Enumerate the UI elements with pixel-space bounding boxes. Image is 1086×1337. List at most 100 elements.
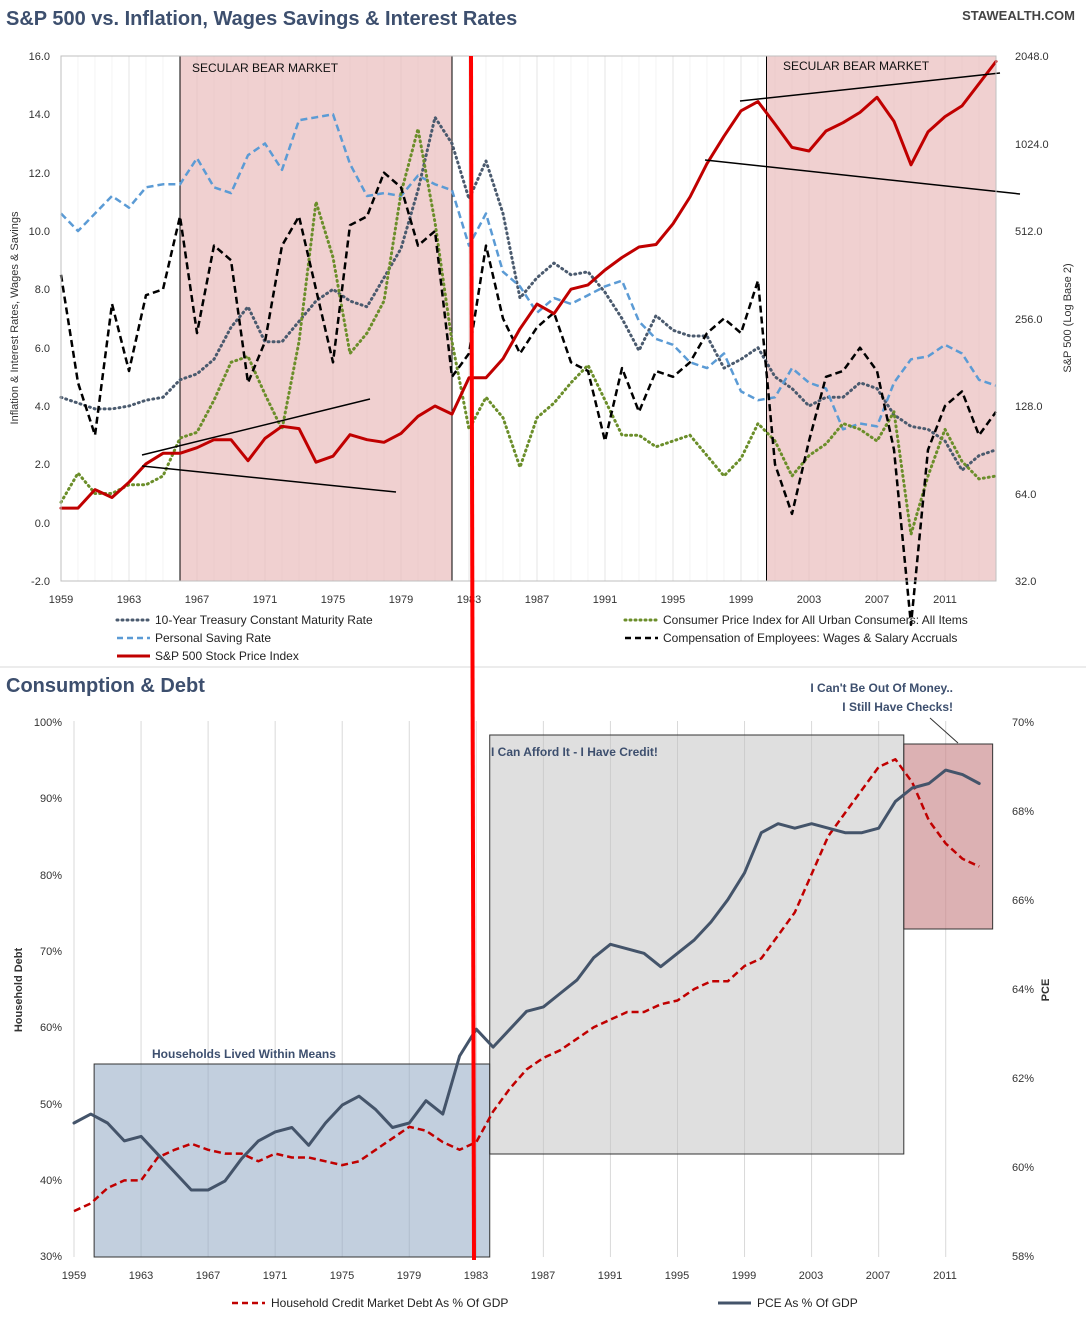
top-left-ytick: 6.0 <box>35 343 50 355</box>
bottom-legend: Household Credit Market Debt As % Of GDP… <box>232 1296 858 1310</box>
bottom-right-ytick: 68% <box>1012 806 1034 818</box>
top-left-ytick: 4.0 <box>35 401 50 413</box>
turning-point-marker-line <box>469 55 476 1261</box>
series-line-compensation-of-employees-wages-salary-accruals <box>59 171 998 627</box>
legend-label-sp500: S&P 500 Stock Price Index <box>155 649 299 663</box>
top-shaded-region-2 <box>766 55 997 582</box>
site-watermark: STAWEALTH.COM <box>962 8 1075 23</box>
top-shaded-region-1 <box>179 55 453 582</box>
top-xtick: 1959 <box>49 594 73 606</box>
bottom-left-y-ticks: 100% 90% 80% 70% 60% 50% 40% 30% <box>34 717 62 1263</box>
series-line-10-year-treasury-constant-maturity-rate <box>59 115 998 472</box>
bottom-right-ytick: 60% <box>1012 1162 1034 1174</box>
bottom-left-ytick: 100% <box>34 717 62 729</box>
legend-label-treasury: 10-Year Treasury Constant Maturity Rate <box>155 613 373 627</box>
top-right-y-ticks: 2048.0 1024.0 512.0 256.0 128.0 64.0 32.… <box>1015 51 1049 588</box>
trendline-4 <box>704 159 1021 195</box>
legend-label-cpi: Consumer Price Index for All Urban Consu… <box>663 613 968 627</box>
top-xtick: 1999 <box>729 594 753 606</box>
series-line-personal-saving-rate <box>60 113 997 431</box>
top-xtick: 1967 <box>185 594 209 606</box>
bottom-left-ytick: 60% <box>40 1022 62 1034</box>
legend-label-household-debt: Household Credit Market Debt As % Of GDP <box>271 1296 508 1310</box>
trendline-1 <box>141 398 371 456</box>
bottom-right-ytick: 70% <box>1012 717 1034 729</box>
trendline-3 <box>739 72 1001 102</box>
top-left-y-ticks: 16.0 14.0 12.0 10.0 8.0 6.0 4.0 2.0 0.0 … <box>29 51 50 588</box>
trendline-2 <box>141 465 397 493</box>
bottom-shaded-region-2 <box>489 734 905 1155</box>
top-right-ytick: 32.0 <box>1015 576 1036 588</box>
series-line-pce-as-of-gdp <box>72 768 981 1192</box>
bottom-xtick: 1975 <box>330 1270 354 1282</box>
top-left-ytick: 8.0 <box>35 284 50 296</box>
bottom-left-axis-title: Household Debt <box>13 948 25 1033</box>
top-right-ytick: 128.0 <box>1015 401 1043 413</box>
top-left-ytick: -2.0 <box>31 576 50 588</box>
top-xtick: 1971 <box>253 594 277 606</box>
bottom-right-axis-title: PCE <box>1040 979 1052 1002</box>
bottom-left-ytick: 80% <box>40 870 62 882</box>
series-line-household-credit-market-debt-as-of-gdp <box>73 758 980 1213</box>
top-right-ytick: 512.0 <box>1015 226 1043 238</box>
legend-label-pce: PCE As % Of GDP <box>757 1296 858 1310</box>
bottom-right-ytick: 66% <box>1012 895 1034 907</box>
legend-label-wages: Compensation of Employees: Wages & Salar… <box>663 631 957 645</box>
top-shade-label-2: SECULAR BEAR MARKET <box>783 59 930 73</box>
top-right-ytick: 2048.0 <box>1015 51 1049 63</box>
top-trendlines <box>141 72 1021 493</box>
annotation-out-of-money: I Can't Be Out Of Money.. <box>810 681 953 695</box>
annotation-lived-within-means: Households Lived Within Means <box>152 1047 336 1061</box>
bottom-xtick: 1995 <box>665 1270 689 1282</box>
bottom-chart-title: Consumption & Debt <box>6 675 205 697</box>
top-xtick: 2011 <box>933 594 957 606</box>
top-xtick: 1979 <box>389 594 413 606</box>
top-xtick: 1983 <box>457 594 481 606</box>
annotation-afford-credit: I Can Afford It - I Have Credit! <box>491 745 658 759</box>
bottom-right-ytick: 64% <box>1012 984 1034 996</box>
bottom-xtick: 1967 <box>196 1270 220 1282</box>
top-right-ytick: 1024.0 <box>1015 139 1049 151</box>
bottom-left-ytick: 50% <box>40 1099 62 1111</box>
bottom-shaded-regions <box>93 734 994 1258</box>
bottom-shaded-region-3 <box>903 743 994 930</box>
top-left-ytick: 10.0 <box>29 226 50 238</box>
bottom-right-y-ticks: 70% 68% 66% 64% 62% 60% 58% <box>1012 717 1034 1263</box>
series-line-s-p-500-stock-price-index <box>59 60 998 510</box>
top-left-ytick: 14.0 <box>29 109 50 121</box>
top-xtick: 1975 <box>321 594 345 606</box>
bottom-xtick: 1959 <box>62 1270 86 1282</box>
bottom-xtick: 1963 <box>129 1270 153 1282</box>
legend-label-saving: Personal Saving Rate <box>155 631 271 645</box>
top-chart-title: S&P 500 vs. Inflation, Wages Savings & I… <box>6 8 517 30</box>
bottom-xtick: 1983 <box>464 1270 488 1282</box>
bottom-x-ticks: 1959 1963 1967 1971 1975 1979 1983 1987 … <box>62 1270 957 1282</box>
top-series-lines <box>59 60 998 627</box>
annotation-pointer-line <box>929 717 959 744</box>
bottom-xtick: 2011 <box>933 1270 957 1282</box>
top-right-ytick: 256.0 <box>1015 314 1043 326</box>
top-xtick: 2003 <box>797 594 821 606</box>
top-xtick: 1963 <box>117 594 141 606</box>
top-shaded-regions <box>179 55 997 582</box>
bottom-series-lines <box>72 758 981 1213</box>
bottom-shaded-region-1 <box>93 1063 491 1258</box>
bottom-left-ytick: 40% <box>40 1175 62 1187</box>
top-left-axis-title: Inflation & Interest Rates, Wages & Savi… <box>9 211 21 424</box>
bottom-left-ytick: 90% <box>40 793 62 805</box>
top-xtick: 2007 <box>865 594 889 606</box>
bottom-right-ytick: 62% <box>1012 1073 1034 1085</box>
bottom-xtick: 2003 <box>799 1270 823 1282</box>
top-right-axis-title: S&P 500 (Log Base 2) <box>1062 263 1074 372</box>
bottom-xtick: 1979 <box>397 1270 421 1282</box>
annotation-still-checks: I Still Have Checks! <box>842 700 953 714</box>
bottom-left-ytick: 70% <box>40 946 62 958</box>
top-legend: 10-Year Treasury Constant Maturity Rate … <box>115 613 968 663</box>
top-left-ytick: 2.0 <box>35 459 50 471</box>
top-xtick: 1987 <box>525 594 549 606</box>
bottom-xtick: 1971 <box>263 1270 287 1282</box>
bottom-right-ytick: 58% <box>1012 1251 1034 1263</box>
bottom-left-ytick: 30% <box>40 1251 62 1263</box>
